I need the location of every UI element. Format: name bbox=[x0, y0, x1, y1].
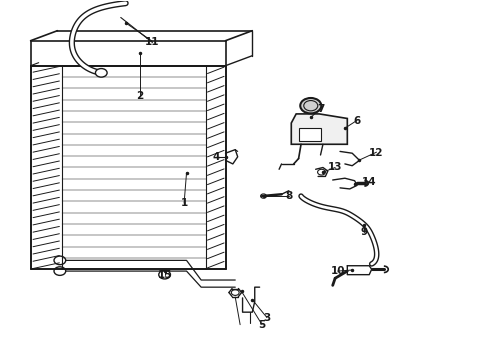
Text: 14: 14 bbox=[362, 177, 376, 187]
Circle shape bbox=[54, 267, 66, 275]
Circle shape bbox=[96, 68, 107, 77]
Text: 12: 12 bbox=[369, 148, 384, 158]
Text: 4: 4 bbox=[212, 152, 220, 162]
Text: 5: 5 bbox=[258, 320, 266, 330]
Text: 3: 3 bbox=[263, 312, 270, 323]
Text: 15: 15 bbox=[157, 270, 172, 280]
Circle shape bbox=[261, 194, 267, 198]
Text: 2: 2 bbox=[137, 91, 144, 101]
Text: 11: 11 bbox=[145, 37, 160, 48]
Text: 6: 6 bbox=[353, 116, 361, 126]
Text: 13: 13 bbox=[328, 162, 343, 172]
Text: 7: 7 bbox=[317, 104, 324, 113]
Circle shape bbox=[54, 256, 66, 265]
Polygon shape bbox=[298, 128, 320, 141]
Text: 8: 8 bbox=[285, 191, 293, 201]
Polygon shape bbox=[291, 114, 347, 144]
Text: 1: 1 bbox=[180, 198, 188, 208]
Text: 9: 9 bbox=[361, 227, 368, 237]
Circle shape bbox=[300, 98, 321, 113]
Text: 10: 10 bbox=[330, 266, 345, 276]
